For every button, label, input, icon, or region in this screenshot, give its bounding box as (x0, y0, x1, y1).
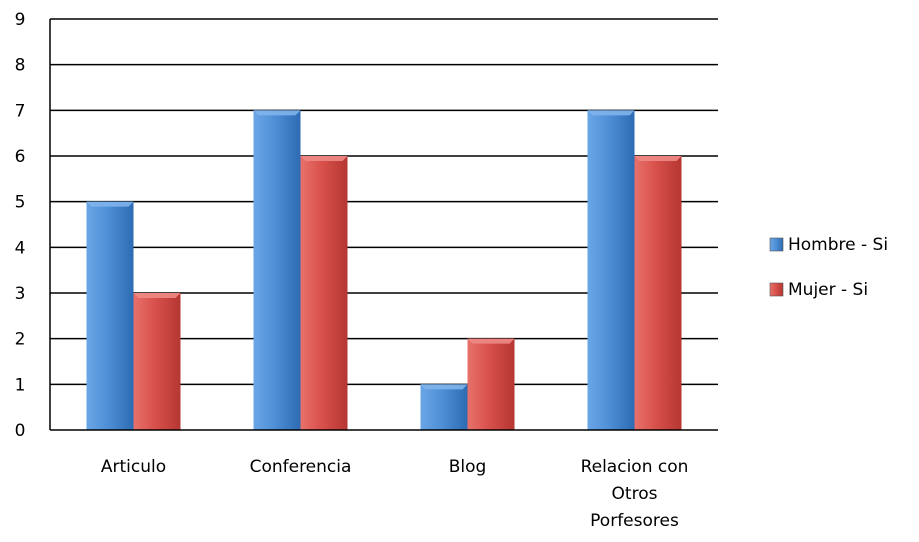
y-tick-label: 9 (15, 10, 26, 30)
legend-label-hombre: Hombre - Si (788, 235, 888, 255)
bar-top-bevel (634, 156, 682, 161)
bar-top-bevel (587, 110, 635, 116)
bar-mujer (133, 293, 181, 430)
x-category-label: Blog (449, 457, 487, 477)
y-tick-label: 6 (15, 147, 26, 167)
x-category-label: Otros (612, 484, 658, 504)
bar-hombre (587, 110, 635, 430)
y-tick-label: 3 (15, 284, 26, 304)
y-tick-label: 4 (15, 238, 26, 258)
x-category-label: Relacion con (581, 457, 689, 477)
y-tick-label: 7 (15, 101, 26, 121)
y-tick-label: 1 (15, 375, 26, 395)
bar-hombre (420, 384, 468, 430)
bars (86, 110, 682, 430)
legend: Hombre - Si Mujer - Si (769, 235, 888, 300)
bar-top-bevel (253, 110, 301, 116)
y-tick-label: 0 (15, 421, 26, 441)
bar-top-bevel (467, 338, 515, 344)
x-category-label: Porfesores (590, 511, 679, 531)
y-tick-label: 2 (15, 330, 26, 350)
bar-hombre (86, 201, 134, 430)
bar-top-bevel (86, 201, 134, 207)
x-category-label: Articulo (101, 457, 166, 477)
bar-mujer (300, 156, 348, 430)
legend-swatch-mujer (769, 282, 784, 297)
bar-mujer (634, 156, 682, 430)
legend-swatch-hombre (769, 237, 784, 252)
legend-label-mujer: Mujer - Si (788, 280, 868, 300)
bar-mujer (467, 338, 515, 430)
bar-top-bevel (300, 156, 348, 161)
bar-top-bevel (133, 293, 181, 298)
axes (49, 19, 718, 431)
bar-hombre (253, 110, 301, 430)
y-tick-labels: 0 1 2 3 4 5 6 7 8 9 (15, 10, 26, 441)
y-tick-label: 8 (15, 56, 26, 76)
x-category-label: Conferencia (250, 457, 352, 477)
bar-top-bevel (420, 384, 468, 390)
x-category-labels: Articulo Conferencia Blog Relacion con Otros… (101, 457, 689, 531)
y-tick-label: 5 (15, 193, 26, 213)
